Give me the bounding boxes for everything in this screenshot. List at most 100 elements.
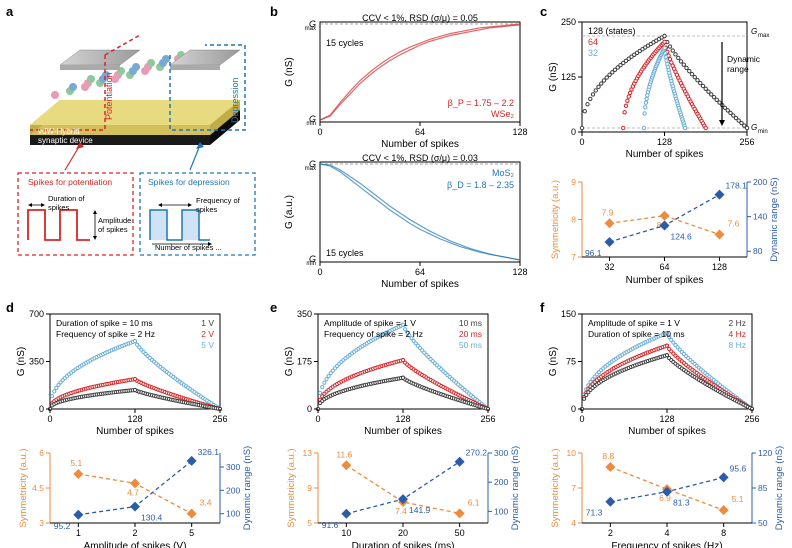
panel-c: 128 (states)6432GmaxGminDynamicrange0125… <box>544 12 792 292</box>
svg-text:2: 2 <box>608 528 613 538</box>
svg-text:128: 128 <box>659 414 674 424</box>
svg-text:32: 32 <box>588 48 598 58</box>
svg-text:Duration of spike = 10 ms: Duration of spike = 10 ms <box>56 318 153 328</box>
svg-text:4.7: 4.7 <box>127 487 139 497</box>
svg-text:6: 6 <box>39 448 44 458</box>
svg-text:min: min <box>306 261 316 267</box>
svg-text:G (nS): G (nS) <box>284 347 295 376</box>
svg-text:200: 200 <box>494 477 508 487</box>
svg-text:50: 50 <box>455 528 465 538</box>
svg-text:G: G <box>751 27 757 36</box>
svg-text:64: 64 <box>415 267 425 277</box>
svg-text:Amplitude of spike = 1 V: Amplitude of spike = 1 V <box>324 318 416 328</box>
svg-text:178.1: 178.1 <box>726 181 748 191</box>
svg-text:7.9: 7.9 <box>602 207 614 217</box>
svg-text:Number of spikes: Number of spikes <box>626 275 704 286</box>
svg-text:9: 9 <box>307 483 312 493</box>
svg-text:71.3: 71.3 <box>586 508 603 518</box>
svg-text:Dynamic range (nS): Dynamic range (nS) <box>242 446 253 530</box>
svg-text:326.1: 326.1 <box>198 447 220 457</box>
svg-text:8.8: 8.8 <box>602 451 614 461</box>
svg-text:Dynamic: Dynamic <box>727 54 761 64</box>
svg-text:200: 200 <box>226 485 240 495</box>
svg-text:175: 175 <box>297 357 312 367</box>
svg-text:Dynamic range (nS): Dynamic range (nS) <box>769 177 780 261</box>
svg-text:5: 5 <box>307 518 312 528</box>
svg-text:range: range <box>727 64 749 74</box>
svg-text:7: 7 <box>571 483 576 493</box>
svg-text:CCV < 1%, RSD (σ/μ) = 0.05: CCV < 1%, RSD (σ/μ) = 0.05 <box>362 13 478 23</box>
svg-text:64: 64 <box>659 262 669 272</box>
svg-text:96.1: 96.1 <box>585 248 602 258</box>
svg-text:7.4: 7.4 <box>395 506 407 516</box>
svg-text:700: 700 <box>29 309 44 319</box>
svg-text:10: 10 <box>567 448 577 458</box>
device-label-1: vdW-Hybrid <box>38 127 80 136</box>
svg-text:Duration of spike = 10 ms: Duration of spike = 10 ms <box>588 329 685 339</box>
svg-text:15 cycles: 15 cycles <box>326 248 364 258</box>
svg-text:200: 200 <box>753 177 767 187</box>
svg-text:5.1: 5.1 <box>732 494 744 504</box>
svg-text:3: 3 <box>39 518 44 528</box>
svg-text:0: 0 <box>315 414 320 424</box>
svg-text:140: 140 <box>753 212 767 222</box>
pot-spike-title: Spikes for potentiation <box>28 177 112 187</box>
potentiation-label: Potentiation <box>104 72 114 120</box>
svg-text:50: 50 <box>758 518 768 528</box>
svg-text:256: 256 <box>480 414 495 424</box>
svg-text:64: 64 <box>588 37 598 47</box>
svg-text:Dynamic range (nS): Dynamic range (nS) <box>510 446 521 530</box>
svg-text:min: min <box>758 129 768 135</box>
dep-spike-title: Spikes for depression <box>148 177 230 187</box>
svg-text:128: 128 <box>395 414 410 424</box>
svg-text:91.6: 91.6 <box>322 520 339 530</box>
svg-text:Frequency of spike = 2 Hz: Frequency of spike = 2 Hz <box>56 329 155 339</box>
panel-label-e: e <box>270 300 277 315</box>
svg-text:Dynamic range (nS): Dynamic range (nS) <box>774 446 785 530</box>
svg-text:64: 64 <box>415 127 425 137</box>
svg-text:β_D = 1.8 – 2.35: β_D = 1.8 – 2.35 <box>447 180 514 190</box>
svg-text:WSe₂: WSe₂ <box>491 109 515 119</box>
svg-text:20: 20 <box>398 528 408 538</box>
svg-text:0: 0 <box>39 404 44 414</box>
svg-text:0: 0 <box>571 404 576 414</box>
pot-amp-label2: of spikes <box>98 225 128 234</box>
svg-text:Frequency of spike = 2 Hz: Frequency of spike = 2 Hz <box>324 329 423 339</box>
svg-text:6.1: 6.1 <box>468 497 480 507</box>
panel-e: Amplitude of spike = 1 VFrequency of spi… <box>280 308 538 548</box>
svg-text:max: max <box>758 33 769 39</box>
svg-text:max: max <box>305 166 316 172</box>
svg-text:10 ms: 10 ms <box>459 318 482 328</box>
svg-text:15 cycles: 15 cycles <box>326 38 364 48</box>
pot-amp-label: Amplitude <box>98 216 131 225</box>
svg-text:Number of spikes: Number of spikes <box>381 279 459 290</box>
svg-text:4 Hz: 4 Hz <box>729 329 746 339</box>
svg-text:max: max <box>305 26 316 32</box>
svg-text:350: 350 <box>297 309 312 319</box>
svg-text:100: 100 <box>494 506 508 516</box>
svg-text:256: 256 <box>212 414 227 424</box>
svg-text:20 ms: 20 ms <box>459 329 482 339</box>
svg-text:2 V: 2 V <box>201 329 214 339</box>
depression-label: Depression <box>230 77 240 123</box>
svg-text:1: 1 <box>76 528 81 538</box>
svg-text:0: 0 <box>307 404 312 414</box>
svg-text:Number of spikes: Number of spikes <box>628 426 706 437</box>
svg-text:8: 8 <box>721 528 726 538</box>
svg-text:0: 0 <box>47 414 52 424</box>
svg-text:5.1: 5.1 <box>70 458 82 468</box>
svg-text:75: 75 <box>566 357 576 367</box>
svg-text:9: 9 <box>571 177 576 187</box>
dep-freq-label2: spikes <box>196 205 218 214</box>
svg-text:256: 256 <box>739 137 754 147</box>
svg-text:β_P = 1.75 – 2.2: β_P = 1.75 – 2.2 <box>448 98 514 108</box>
svg-text:130.4: 130.4 <box>141 513 163 523</box>
pot-duration-label: Duration of <box>48 194 86 203</box>
device-label-2: synaptic device <box>38 136 93 145</box>
svg-text:128: 128 <box>512 267 527 277</box>
panel-a-schematic: Potentiation Depression vdW-Hybrid synap… <box>10 15 260 295</box>
svg-text:128: 128 <box>657 137 672 147</box>
svg-text:G (nS): G (nS) <box>284 57 295 86</box>
svg-text:300: 300 <box>494 448 508 458</box>
panel-d: Duration of spike = 10 msFrequency of sp… <box>12 308 270 548</box>
